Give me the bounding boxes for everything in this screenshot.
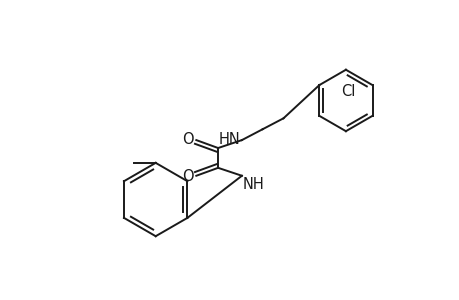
Text: O: O: [181, 132, 193, 147]
Text: O: O: [181, 169, 193, 184]
Text: HN: HN: [218, 132, 240, 147]
Text: NH: NH: [242, 177, 264, 192]
Text: Cl: Cl: [340, 84, 354, 99]
